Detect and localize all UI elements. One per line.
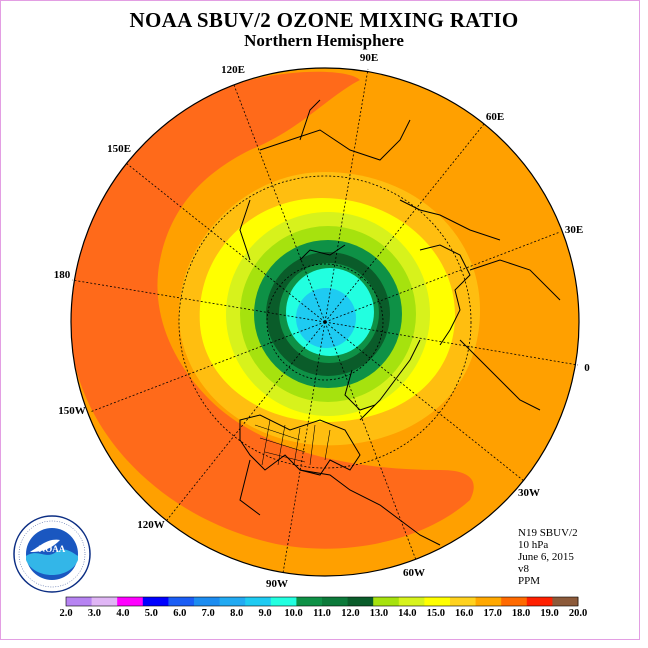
colorbar-label: 10.0 <box>284 608 302 619</box>
lon-label: 150E <box>107 143 131 155</box>
colorbar-label: 17.0 <box>483 608 501 619</box>
colorbar-label: 8.0 <box>230 608 243 619</box>
colorbar-swatch <box>194 597 221 606</box>
map-title: NOAA SBUV/2 OZONE MIXING RATIO <box>129 8 519 32</box>
colorbar: 2.0 3.0 4.0 5.0 6.0 7.0 8.0 9.0 10.0 11.0 12.0 13.0… <box>59 596 587 619</box>
colorbar-label: 14.0 <box>398 608 416 619</box>
lon-label: 60E <box>486 111 504 123</box>
lon-label: 60W <box>403 567 425 579</box>
coastlines <box>239 99 561 546</box>
colorbar-label: 13.0 <box>370 608 388 619</box>
colorbar-label: 2.0 <box>59 608 72 619</box>
colorbar-swatch <box>373 597 400 606</box>
colorbar-label: 7.0 <box>202 608 215 619</box>
longitude-labels: 90E 60E 30E 0 30W 60W 90W 120W 150W 180 … <box>54 52 591 590</box>
colorbar-swatch <box>296 597 323 606</box>
lon-label: 0 <box>584 362 590 374</box>
colorbar-swatch <box>245 597 272 606</box>
lon-label: 30W <box>518 487 540 499</box>
info-satellite: N19 SBUV/2 <box>518 527 578 539</box>
colorbar-label: 16.0 <box>455 608 473 619</box>
colorbar-label: 20.0 <box>569 608 587 619</box>
state-borders <box>254 419 331 466</box>
colorbar-label: 9.0 <box>259 608 272 619</box>
colorbar-label: 5.0 <box>145 608 158 619</box>
colorbar-swatch <box>117 597 144 606</box>
lon-label: 150W <box>58 405 86 417</box>
colorbar-swatch <box>475 597 502 606</box>
colorbar-swatch <box>66 597 93 606</box>
info-version: v8 <box>518 563 530 575</box>
noaa-logo: NOAA <box>13 515 91 593</box>
colorbar-swatch <box>552 597 579 606</box>
colorbar-label: 15.0 <box>427 608 445 619</box>
lon-label: 90E <box>360 52 378 64</box>
colorbar-label: 11.0 <box>313 608 331 619</box>
map-subtitle: Northern Hemisphere <box>244 31 404 50</box>
lon-label: 180 <box>54 269 71 281</box>
colorbar-swatch <box>450 597 477 606</box>
colorbar-label: 18.0 <box>512 608 530 619</box>
colorbar-swatch <box>219 597 246 606</box>
lon-label: 120W <box>137 519 165 531</box>
colorbar-label: 6.0 <box>173 608 186 619</box>
logo-text: NOAA <box>39 544 66 554</box>
graticule <box>71 68 579 574</box>
lon-label: 30E <box>565 224 583 236</box>
colorbar-border <box>65 596 579 607</box>
colorbar-swatch <box>424 597 451 606</box>
figure-frame <box>0 0 640 640</box>
map-border <box>70 67 580 577</box>
info-units: PPM <box>518 575 540 587</box>
colorbar-label: 4.0 <box>116 608 129 619</box>
colorbar-swatch <box>142 597 169 606</box>
colorbar-swatch <box>322 597 349 606</box>
colorbar-label: 3.0 <box>88 608 101 619</box>
colorbar-swatch <box>398 597 425 606</box>
lon-label: 90W <box>266 578 288 590</box>
colorbar-swatch <box>526 597 553 606</box>
colorbar-swatch <box>91 597 118 606</box>
info-date: June 6, 2015 <box>518 551 574 563</box>
info-level: 10 hPa <box>518 539 548 551</box>
colorbar-label: 12.0 <box>341 608 359 619</box>
colorbar-swatch <box>168 597 195 606</box>
lon-label: 120E <box>221 64 245 76</box>
colorbar-swatch <box>501 597 528 606</box>
info-block: N19 SBUV/2 10 hPa June 6, 2015 v8 PPM <box>518 527 578 587</box>
colorbar-swatch <box>270 597 297 606</box>
colorbar-swatch <box>347 597 374 606</box>
ozone-band-orange-red <box>71 71 474 549</box>
colorbar-label: 19.0 <box>540 608 558 619</box>
